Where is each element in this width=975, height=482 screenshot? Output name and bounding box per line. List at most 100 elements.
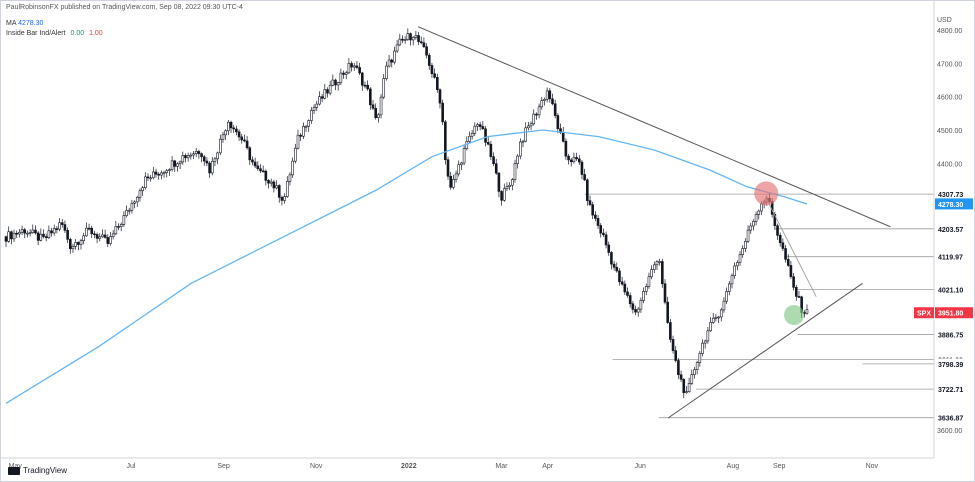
candle-body [334,79,337,86]
candle-body [240,136,244,141]
candle-body [615,267,619,272]
candle-body [508,184,511,187]
candle-body [569,159,573,163]
support-highlight-circle [784,305,805,325]
candle-body [591,204,594,216]
candle-body [288,174,292,182]
candle-body [460,162,463,165]
candle-body [382,78,386,98]
candle-body [636,308,640,313]
candle-body [125,209,128,216]
candle-body [519,141,522,157]
candle-body [634,309,637,313]
candle-body [781,242,785,249]
candle-body [454,173,458,180]
candle-body [165,170,169,173]
candle-body [181,155,185,163]
candle-body [307,120,311,127]
x-tick-label: Aug [727,463,740,470]
candle-body [248,147,252,161]
candle-body [66,230,69,240]
level-label: 3722.71 [938,387,963,394]
candle-body [152,171,155,179]
candle-body [468,135,471,142]
y-tick-label: 4500.00 [937,128,962,135]
candle-body [302,126,305,137]
candle-body [82,235,85,241]
candle-body [650,269,653,278]
candle-body [111,233,115,237]
candle-body [52,228,56,234]
candle-body [580,161,584,175]
candle-body [168,169,171,171]
candle-body [438,89,442,104]
candle-body [299,134,302,137]
candle-body [594,214,597,219]
x-tick-label: Sep [773,463,786,470]
candle-body [138,190,142,198]
candle-body [47,230,51,239]
candle-body [10,231,13,240]
candle-body [277,185,281,198]
candle-body [7,231,10,242]
candle-body [642,290,645,301]
candle-body [71,246,75,250]
y-tick-label: 4600.00 [937,95,962,102]
candle-body [674,350,678,361]
candle-body [607,244,611,253]
candle-body [744,240,747,249]
tradingview-brand[interactable]: TradingView [8,466,67,475]
candle-body [709,322,712,332]
tradingview-logo-icon [8,466,20,475]
candle-body [194,151,198,155]
candle-body [599,225,603,234]
candle-body [210,161,214,174]
candle-body [652,264,656,270]
candle-body [537,106,541,116]
trendline [667,282,863,419]
candle-body [444,121,447,161]
ma-value: 4278.30 [18,20,44,27]
level-label: 4021.10 [938,288,963,295]
ma-label: MA [6,20,17,27]
candle-body [551,98,554,105]
candle-body [746,229,750,242]
ma-legend[interactable]: MA 4278.30 [6,19,43,28]
candle-body [221,134,225,140]
candle-body [101,234,104,238]
trendline [417,26,891,228]
candle-body [425,46,428,56]
candle-body [586,179,589,201]
level-label-bg [935,223,973,235]
level-label-bg [935,383,973,395]
candle-body [446,159,450,177]
candle-body [85,227,88,237]
candle-body [527,125,530,129]
candle-body [741,248,744,255]
candle-body [200,153,203,158]
candle-body [219,138,222,154]
candle-body [511,179,514,186]
candle-body [717,316,720,319]
candle-body [545,90,549,100]
candle-body [366,84,369,90]
candle-body [216,152,219,160]
candle-body [114,226,118,235]
candle-body [465,141,469,150]
candle-body [336,82,340,86]
candle-body [752,221,755,227]
candle-body [144,176,147,188]
candle-body [202,156,206,162]
ma-price-label: 4278.30 [938,202,963,209]
candle-body [685,391,688,394]
candle-body [669,322,672,340]
candle-body [484,128,487,143]
candle-body [500,191,503,201]
indicator-legend[interactable]: Inside Bar Ind/Alert 0.00 1.00 [6,29,103,38]
candle-body [304,125,308,128]
candle-body [728,283,731,292]
candle-body [564,141,568,157]
candle-body [671,339,675,351]
candle-body [749,225,753,231]
